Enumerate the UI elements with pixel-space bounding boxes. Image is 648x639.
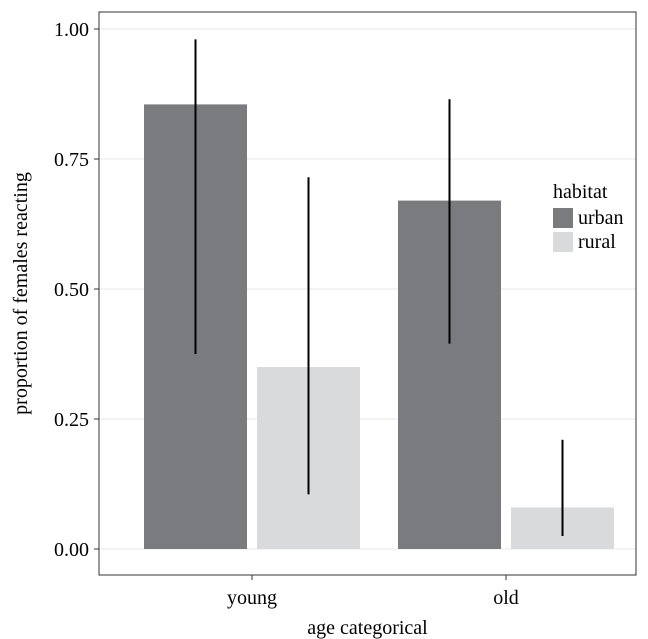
legend-swatch-rural: [553, 232, 573, 252]
x-axis-title: age categorical: [307, 617, 428, 639]
x-tick-label: old: [493, 587, 519, 609]
plot-frame: [98, 11, 637, 576]
legend-swatch-urban: [553, 208, 573, 228]
error-bars: [194, 39, 564, 536]
y-tick-label: 0.25: [54, 409, 89, 431]
legend-label-urban: urban: [578, 207, 624, 229]
bars: [144, 104, 614, 550]
legend-label-rural: rural: [578, 231, 616, 253]
y-tick-label: 0.75: [54, 149, 89, 171]
axes: 0.00 0.25 0.50 0.75 1.00 young old: [54, 19, 519, 609]
y-tick-label: 1.00: [54, 19, 89, 41]
y-tick-label: 0.50: [54, 279, 89, 301]
y-tick-label: 0.00: [54, 539, 89, 561]
y-axis-title: proportion of females reacting: [10, 172, 32, 415]
x-tick-label: young: [227, 587, 277, 609]
legend-title: habitat: [553, 181, 608, 203]
